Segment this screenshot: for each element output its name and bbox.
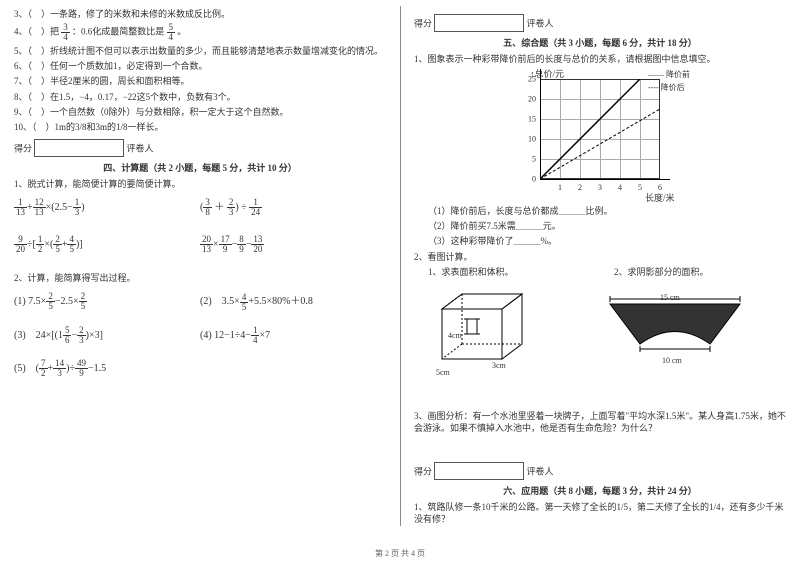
q4-frac1: 34 — [61, 23, 70, 42]
grader-label-6: 评卷人 — [527, 467, 554, 477]
app-1: 1、筑路队修一条10千米的公路。第一天修了全长的1/5，第二天修了全长的1/4，… — [414, 501, 786, 525]
cuboid-h: 4cm — [448, 331, 634, 340]
grader-label-r: 评卷人 — [527, 19, 554, 29]
ytick-5: 5 — [532, 155, 536, 164]
p2: 2、计算，能简算得写出过程。 — [14, 272, 386, 284]
r1-1: （1）降价前后，长度与总价都成＿＿＿比例。 — [428, 205, 786, 217]
q7: 7、（ ）半径2厘米的圆，周长和面积相等。 — [14, 75, 386, 87]
r1-3: （3）这种彩带降价了＿＿＿%。 — [428, 235, 786, 247]
xtick-2: 2 — [578, 183, 582, 192]
expr-1-1: 113+1213×(2.5−13) — [14, 198, 200, 217]
xtick-3: 3 — [598, 183, 602, 192]
x-axis — [540, 179, 670, 180]
score-row-6: 得分 评卷人 — [414, 462, 786, 480]
right-column: 得分 评卷人 五、综合题（共 3 小题，每题 6 分，共计 18 分） 1、图象… — [400, 0, 800, 565]
score-label-r: 得分 — [414, 19, 432, 29]
expr-c4: (4) 12−1÷4−14×7 — [200, 326, 386, 345]
q8: 8、（ ）在1.5，−4，0.17，−22这5个数中，负数有3个。 — [14, 91, 386, 103]
expr-1-2: (38 ＋ 23) ÷ 124 — [200, 198, 386, 217]
xtick-5: 5 — [638, 183, 642, 192]
q9: 9、（ ）一个自然数（0除外）与分数相除，积一定大于这个自然数。 — [14, 106, 386, 118]
q5: 5、（ ）折线统计图不但可以表示出数量的多少，而且能够清楚地表示数量增减变化的情… — [14, 45, 386, 57]
x-axis-label: 长度/米 — [645, 191, 675, 204]
grader-label: 评卷人 — [127, 143, 154, 153]
p1: 1、脱式计算，能简便计算的要简便计算。 — [14, 178, 386, 190]
score-box-6 — [434, 462, 524, 480]
section-4-title: 四、计算题（共 2 小题，每题 5 分，共计 10 分） — [14, 161, 386, 174]
ytick-10: 10 — [528, 135, 536, 144]
section-5-title: 五、综合题（共 3 小题，每题 6 分，共计 18 分） — [414, 36, 786, 49]
page-footer: 第 2 页 共 4 页 — [0, 548, 800, 559]
r2-2: 2、求阴影部分的面积。 — [614, 266, 786, 278]
ytick-20: 20 — [528, 95, 536, 104]
score-box — [34, 139, 124, 157]
calc2-row-1: (1) 7.5×25−2.5×25 (2) 3.5×45+5.5×80%＋0.8 — [14, 292, 386, 311]
price-chart: —— 降价前 ---- 降价后 ↑总价/元 25 20 15 10 5 0 1 … — [510, 69, 690, 199]
score-label-6: 得分 — [414, 467, 432, 477]
calc2-row-3: (5) (72+143)÷499−1.5 — [14, 359, 386, 378]
calc-row-1: 113+1213×(2.5−13) (38 ＋ 23) ÷ 124 — [14, 198, 386, 217]
trap-bot: 10 cm — [662, 356, 800, 365]
r3: 3、画图分析：有一个水池里竖着一块牌子，上面写着"平均水深1.5米"。某人身高1… — [414, 410, 786, 434]
score-label: 得分 — [14, 143, 32, 153]
xtick-1: 1 — [558, 183, 562, 192]
q4c: 。 — [177, 27, 186, 37]
chart-lines — [540, 79, 660, 179]
expr-c1: (1) 7.5×25−2.5×25 — [14, 292, 200, 311]
expr-c3: (3) 24×[(156−23)×3] — [14, 326, 200, 345]
q10: 10、（ ）1m的3/8和3m的1/8一样长。 — [14, 121, 386, 133]
r1-2: （2）降价前买7.5米需＿＿＿元。 — [428, 220, 786, 232]
trap-top: 15 cm — [660, 293, 800, 302]
score-box-r — [434, 14, 524, 32]
ytick-15: 15 — [528, 115, 536, 124]
expr-c2: (2) 3.5×45+5.5×80%＋0.8 — [200, 292, 386, 311]
score-row-5: 得分 评卷人 — [414, 14, 786, 32]
q3: 3、（ ）一条路，修了的米数和未修的米数成反比例。 — [14, 8, 386, 20]
left-column: 3、（ ）一条路，修了的米数和未修的米数成反比例。 4、（ ）把 34 ：0.6… — [0, 0, 400, 565]
r1: 1、图象表示一种彩带降价前后的长度与总价的关系，请根据图中信息填空。 — [414, 53, 786, 65]
q4a: ）把 — [41, 27, 59, 37]
q4-frac2: 54 — [167, 23, 176, 42]
expr-2-1: 920÷[12×(25+45)] — [14, 235, 200, 254]
ytick-0: 0 — [532, 175, 536, 184]
cuboid-d: 3cm — [492, 361, 678, 370]
score-row-4: 得分 评卷人 — [14, 139, 386, 157]
q6: 6、（ ）任何一个质数加1，必定得到一个合数。 — [14, 60, 386, 72]
q4: 4、（ ）把 34 ：0.6化成最简整数比是 54 。 — [14, 23, 386, 42]
ytick-25: 25 — [528, 75, 536, 84]
expr-c5: (5) (72+143)÷499−1.5 — [14, 359, 200, 378]
r2-1: 1、求表面积和体积。 — [428, 266, 600, 278]
q4b: ：0.6化成最简整数比是 — [72, 27, 164, 37]
r2: 2、看图计算。 — [414, 251, 786, 263]
expr-2-2: 2013×179−89−1320 — [200, 235, 386, 254]
calc-row-2: 920÷[12×(25+45)] 2013×179−89−1320 — [14, 235, 386, 254]
calc2-row-2: (3) 24×[(156−23)×3] (4) 12−1÷4−14×7 — [14, 326, 386, 345]
cuboid-figure — [432, 289, 542, 369]
r2-subrow: 1、求表面积和体积。 4cm 5cm 3cm 2、求阴影部分的面积。 — [414, 266, 786, 406]
section-6-title: 六、应用题（共 8 小题，每题 3 分，共计 24 分） — [414, 484, 786, 497]
xtick-4: 4 — [618, 183, 622, 192]
